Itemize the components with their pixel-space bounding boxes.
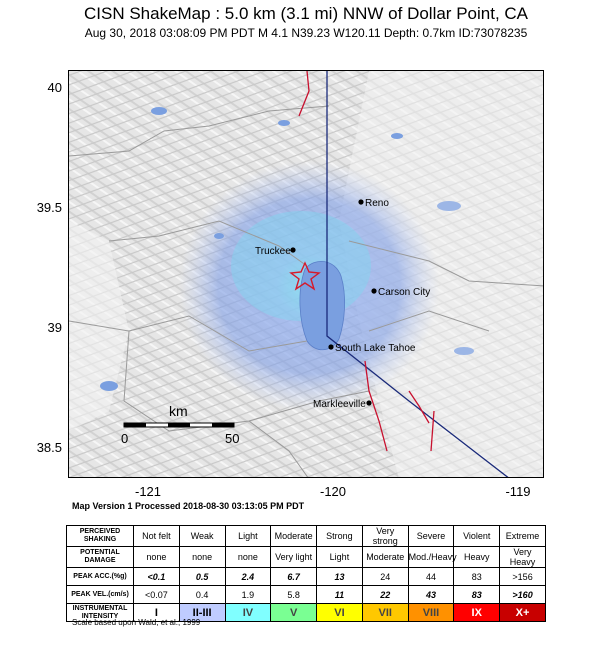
legend-row-acc: PEAK ACC.(%g) <0.1 0.5 2.4 6.7 13 24 44 …: [66, 567, 546, 586]
map-version-note: Map Version 1 Processed 2018-08-30 03:13…: [72, 501, 305, 511]
legend-cell: Heavy: [453, 546, 501, 568]
scale-note: Scale based upon Wald, et al.; 1999: [72, 618, 201, 627]
legend-cell: Severe: [407, 525, 455, 547]
legend-cell: Very strong: [361, 525, 409, 547]
city-marker: [328, 344, 334, 350]
legend-cell: >156: [499, 567, 546, 586]
legend-cell: 6.7: [270, 567, 318, 586]
legend-cell: 43: [407, 585, 455, 604]
city-label: Markleeville: [313, 399, 366, 410]
fault-line: [408, 390, 430, 424]
legend-cell: Extreme: [499, 525, 546, 547]
svg-text:0: 0: [121, 431, 128, 446]
legend-cell: <0.1: [133, 567, 180, 586]
legend-cell: Strong: [316, 525, 363, 547]
legend-cell: Violent: [453, 525, 501, 547]
intensity-cell: II-III: [178, 603, 226, 622]
legend-cell: 2.4: [224, 567, 272, 586]
lat-tick-label: 39: [47, 320, 62, 335]
city-label: South Lake Tahoe: [335, 343, 416, 354]
legend-cell: 5.8: [270, 585, 318, 604]
map-title: CISN ShakeMap : 5.0 km (3.1 mi) NNW of D…: [83, 4, 529, 23]
scale-bar: km 0 50: [121, 403, 239, 446]
intensity-cell: IX: [453, 603, 501, 622]
intensity-cell: X+: [499, 603, 546, 622]
legend-cell: Very Heavy: [499, 546, 546, 568]
legend-row-damage: POTENTIAL DAMAGE none none none Very lig…: [66, 546, 546, 568]
city-marker: [366, 400, 372, 406]
lat-tick-label: 40: [47, 80, 62, 95]
legend-cell: 13: [316, 567, 363, 586]
legend-cell: Light: [316, 546, 363, 568]
city-marker: [290, 247, 296, 253]
legend-cell: 0.5: [178, 567, 226, 586]
lon-tick-label: -121: [134, 484, 162, 499]
legend-row-shaking: PERCEIVED SHAKING Not felt Weak Light Mo…: [66, 525, 546, 547]
legend-cell: 0.4: [178, 585, 226, 604]
lon-tick-label: -120: [319, 484, 347, 499]
legend-cell: Mod./Heavy: [407, 546, 457, 568]
svg-text:km: km: [169, 403, 188, 419]
intensity-cell: IV: [224, 603, 272, 622]
legend-row-header: PERCEIVED SHAKING: [66, 525, 134, 547]
svg-text:50: 50: [225, 431, 239, 446]
legend-cell: none: [224, 546, 272, 568]
legend-row-header: POTENTIAL DAMAGE: [66, 546, 134, 568]
lon-tick-label: -119: [505, 484, 531, 499]
intensity-cell: I: [133, 603, 180, 622]
legend-cell: Moderate: [361, 546, 409, 568]
legend-row-header: INSTRUMENTAL INTENSITY: [66, 603, 134, 622]
fault-line: [430, 410, 435, 452]
city-label: Truckee: [255, 246, 291, 257]
legend-row-header: PEAK VEL.(cm/s): [66, 585, 134, 604]
city-label: Reno: [365, 198, 389, 209]
star-icon: [289, 261, 321, 291]
fault-line: [298, 71, 310, 117]
shakemap-area[interactable]: Reno Truckee Carson City South Lake Taho…: [68, 70, 544, 478]
legend-cell: 83: [453, 585, 501, 604]
legend-cell: none: [178, 546, 226, 568]
legend-cell: none: [133, 546, 180, 568]
legend-cell: Light: [224, 525, 272, 547]
lat-tick-label: 39.5: [36, 200, 62, 215]
legend-cell: 44: [407, 567, 455, 586]
legend-cell: <0.07: [133, 585, 180, 604]
intensity-cell: VI: [316, 603, 363, 622]
city-label: Carson City: [378, 287, 430, 298]
legend-cell: Not felt: [133, 525, 180, 547]
city-marker: [371, 288, 377, 294]
legend-cell: 24: [361, 567, 409, 586]
legend-cell: 22: [361, 585, 409, 604]
lake-tahoe: [299, 261, 346, 351]
legend-row-intensity: INSTRUMENTAL INTENSITY I II-III IV V VI …: [66, 603, 546, 622]
legend-cell: Very light: [270, 546, 318, 568]
legend-cell: Moderate: [270, 525, 318, 547]
lat-tick-label: 38.5: [36, 440, 62, 455]
city-marker: [358, 199, 364, 205]
fault-line: [364, 360, 388, 452]
intensity-cell: VII: [361, 603, 409, 622]
intensity-legend: PERCEIVED SHAKING Not felt Weak Light Mo…: [66, 525, 546, 622]
legend-row-vel: PEAK VEL.(cm/s) <0.07 0.4 1.9 5.8 11 22 …: [66, 585, 546, 604]
legend-cell: 11: [316, 585, 363, 604]
intensity-cell: VIII: [407, 603, 455, 622]
state-border: [326, 71, 509, 477]
legend-cell: 83: [453, 567, 501, 586]
event-details: Aug 30, 2018 03:08:09 PM PDT M 4.1 N39.2…: [84, 26, 528, 40]
legend-cell: >160: [499, 585, 546, 604]
intensity-cell: V: [270, 603, 318, 622]
legend-cell: Weak: [178, 525, 226, 547]
legend-cell: 1.9: [224, 585, 272, 604]
legend-row-header: PEAK ACC.(%g): [66, 567, 134, 586]
